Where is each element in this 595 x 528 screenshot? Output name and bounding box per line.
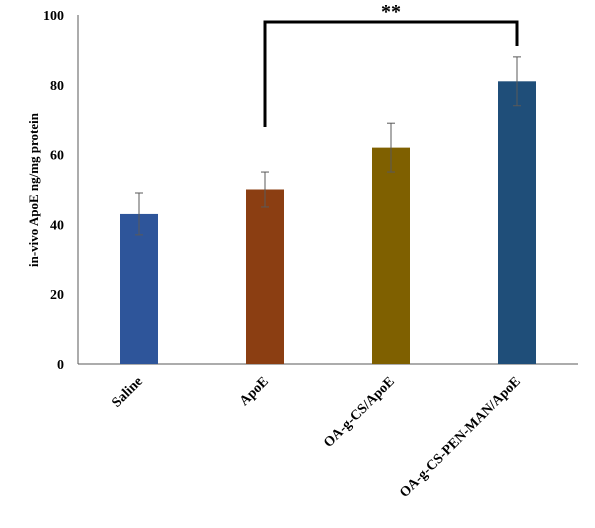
x-tick-label: Saline <box>109 374 145 410</box>
bar <box>246 189 284 364</box>
significance-label: ** <box>381 1 401 23</box>
x-tick-label: OA-g-CS-PEN-MAN/ApoE <box>397 374 524 501</box>
bar <box>120 213 158 364</box>
y-tick-label: 100 <box>43 9 64 24</box>
y-axis-title: in-vivo ApoE ng/mg protein <box>26 112 41 267</box>
y-tick-label: 0 <box>57 358 64 373</box>
significance-bracket <box>263 20 519 127</box>
bar <box>498 81 536 364</box>
y-tick-label: 60 <box>50 149 64 164</box>
bar <box>372 147 410 364</box>
x-tick-label: OA-g-CS/ApoE <box>321 374 398 451</box>
y-tick-label: 40 <box>50 218 64 233</box>
y-tick-label: 20 <box>50 288 64 303</box>
y-tick-label: 80 <box>50 79 64 94</box>
x-tick-label: ApoE <box>237 374 272 409</box>
